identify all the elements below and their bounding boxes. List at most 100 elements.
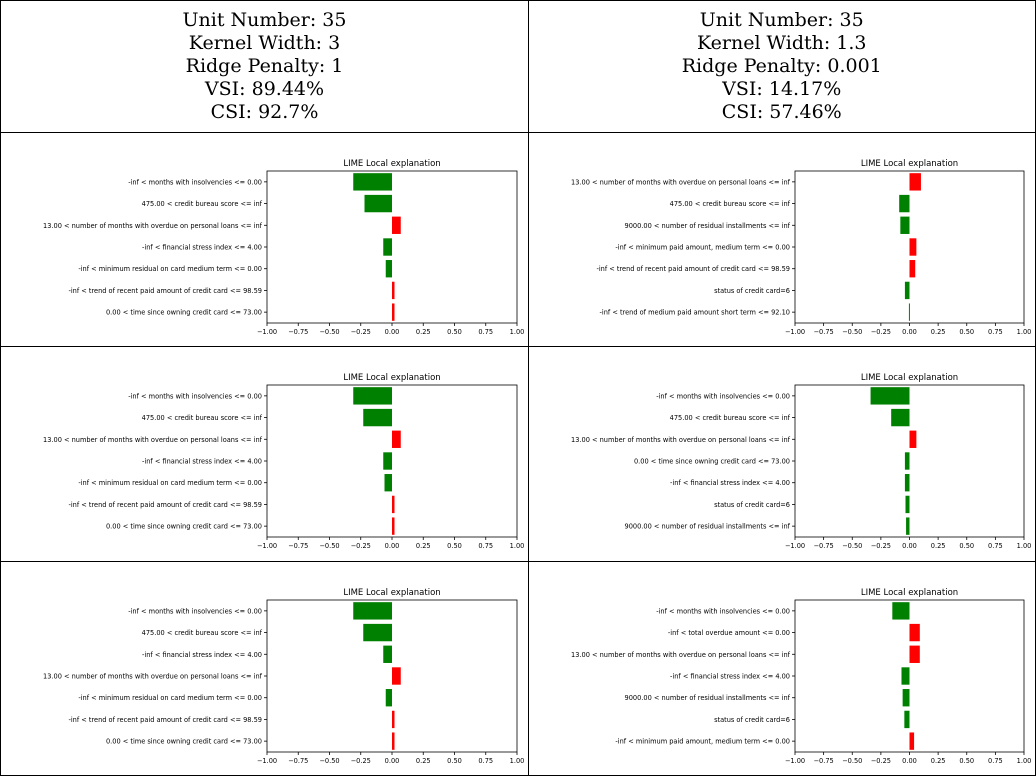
x-tick-label: −1.00	[784, 757, 804, 765]
unit-number-label: Unit Number: 35	[700, 9, 864, 32]
bar	[353, 387, 392, 404]
category-label: status of credit card=6	[714, 286, 790, 294]
category-label: -inf < months with insolvencies <= 0.00	[128, 392, 262, 400]
bar	[902, 689, 909, 706]
x-tick-label: 0.00	[385, 328, 400, 336]
chart-title: LIME Local explanation	[860, 588, 957, 598]
x-tick-label: −0.50	[842, 757, 862, 765]
x-tick-label: −0.25	[870, 542, 890, 550]
x-tick-label: 0.00	[902, 757, 917, 765]
x-tick-label: −0.75	[288, 542, 308, 550]
x-tick-label: 0.25	[416, 542, 431, 550]
category-label: status of credit card=6	[714, 501, 790, 509]
x-tick-label: 1.00	[1016, 542, 1031, 550]
x-tick-label: 0.00	[385, 542, 400, 550]
chart-title: LIME Local explanation	[343, 588, 440, 598]
category-label: -inf < financial stress index <= 4.00	[142, 650, 262, 658]
chart-title: LIME Local explanation	[860, 373, 957, 383]
category-label: 475.00 < credit bureau score <= inf	[142, 200, 263, 208]
lime-chart: LIME Local explanation-inf < months with…	[1, 562, 527, 775]
x-tick-label: 1.00	[510, 757, 525, 765]
kernel-width-label: Kernel Width: 1.3	[697, 32, 867, 55]
category-label: -inf < trend of recent paid amount of cr…	[68, 501, 262, 509]
lime-chart: LIME Local explanation-inf < months with…	[529, 562, 1034, 775]
x-tick-label: 0.00	[385, 757, 400, 765]
x-tick-label: 1.00	[510, 328, 525, 336]
category-label: 9000.00 < number of residual installment…	[624, 221, 790, 229]
x-tick-label: −0.25	[351, 542, 371, 550]
category-label: -inf < minimum paid amount, medium term …	[615, 737, 790, 745]
ridge-penalty-label: Ridge Penalty: 0.001	[682, 55, 882, 78]
bar	[909, 260, 915, 277]
category-label: -inf < months with insolvencies <= 0.00	[128, 178, 262, 186]
category-label: 475.00 < credit bureau score <= inf	[142, 414, 263, 422]
bar	[905, 496, 909, 513]
bar	[363, 623, 392, 640]
category-label: -inf < total overdue amount <= 0.00	[667, 629, 789, 637]
x-tick-label: −0.75	[813, 757, 833, 765]
chart-cell-row2-left: LIME Local explanation-inf < months with…	[0, 346, 529, 562]
bar	[906, 517, 909, 534]
category-label: -inf < financial stress index <= 4.00	[142, 243, 262, 251]
bar	[904, 452, 909, 469]
category-label: 13.00 < number of months with overdue on…	[43, 221, 263, 229]
header-cell-right: Unit Number: 35 Kernel Width: 1.3 Ridge …	[528, 0, 1036, 133]
vsi-label: VSI: 14.17%	[722, 78, 841, 101]
category-label: 475.00 < credit bureau score <= inf	[142, 629, 263, 637]
category-label: -inf < minimum paid amount, medium term …	[615, 243, 790, 251]
category-label: 13.00 < number of months with overdue on…	[43, 672, 263, 680]
bar	[386, 260, 392, 277]
category-label: -inf < minimum residual on card medium t…	[78, 265, 262, 273]
bar	[392, 281, 395, 298]
x-tick-label: −1.00	[784, 328, 804, 336]
x-tick-label: −0.50	[319, 328, 339, 336]
bar	[385, 474, 393, 491]
bar	[392, 710, 395, 727]
x-tick-label: −0.75	[813, 328, 833, 336]
x-tick-label: 0.00	[902, 542, 917, 550]
lime-chart: LIME Local explanation-inf < months with…	[1, 347, 527, 560]
x-tick-label: 0.50	[959, 542, 974, 550]
category-label: 0.00 < time since owning credit card <= …	[633, 458, 789, 466]
x-tick-label: −0.75	[813, 542, 833, 550]
x-tick-label: 0.50	[959, 757, 974, 765]
lime-chart: LIME Local explanation -inf < months with…	[529, 347, 1034, 560]
x-tick-label: 0.25	[416, 328, 431, 336]
csi-label: CSI: 92.7%	[211, 101, 319, 124]
category-label: -inf < minimum residual on card medium t…	[78, 694, 262, 702]
chart-cell-row3-right: LIME Local explanation-inf < months with…	[528, 561, 1036, 776]
bar	[392, 431, 401, 448]
bar	[392, 496, 395, 513]
x-tick-label: −1.00	[257, 328, 277, 336]
bar	[909, 431, 916, 448]
bar	[392, 517, 395, 534]
bar	[909, 238, 916, 255]
x-tick-label: −0.50	[319, 757, 339, 765]
bar	[353, 602, 392, 619]
bar	[901, 667, 909, 684]
bar	[386, 689, 392, 706]
category-label: 0.00 < time since owning credit card <= …	[106, 737, 262, 745]
bar	[904, 474, 909, 491]
chart-title: LIME Local explanation	[343, 159, 440, 169]
bar	[909, 645, 919, 662]
x-tick-label: 0.75	[988, 757, 1003, 765]
bar	[908, 303, 909, 320]
x-tick-label: 0.00	[902, 328, 917, 336]
category-label: 0.00 < time since owning credit card <= …	[106, 308, 262, 316]
bar	[383, 452, 392, 469]
bar	[899, 194, 909, 211]
x-tick-label: −0.50	[842, 542, 862, 550]
x-tick-label: −0.50	[842, 328, 862, 336]
x-tick-label: 1.00	[1016, 757, 1031, 765]
category-label: -inf < trend of recent paid amount of cr…	[68, 715, 262, 723]
category-label: status of credit card=6	[714, 715, 790, 723]
x-tick-label: −0.75	[288, 757, 308, 765]
bar	[909, 623, 919, 640]
category-label: -inf < months with insolvencies <= 0.00	[656, 392, 790, 400]
x-tick-label: 0.50	[959, 328, 974, 336]
category-label: -inf < trend of recent paid amount of cr…	[68, 286, 262, 294]
